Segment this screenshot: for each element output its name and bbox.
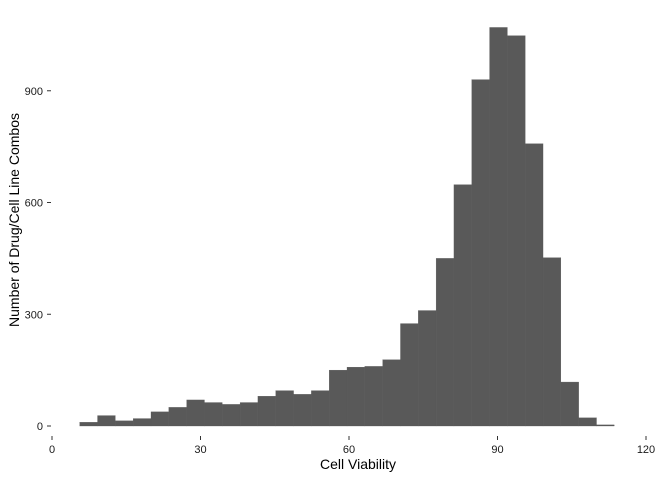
histogram-bar (150, 411, 169, 427)
y-tick-label: 0 (37, 421, 43, 433)
x-tick-label: 90 (491, 444, 503, 456)
x-tick-label: 120 (637, 444, 655, 456)
histogram-bar (346, 366, 365, 427)
histogram-bar (257, 396, 276, 427)
y-tick-label: 900 (25, 86, 43, 98)
histogram-bar (222, 404, 241, 427)
histogram-bar (453, 184, 472, 427)
histogram-bar (275, 390, 294, 427)
histogram-bar (418, 310, 437, 427)
histogram-bar (329, 369, 348, 427)
histogram-bar (293, 394, 312, 427)
histogram-bar (133, 418, 152, 427)
histogram-bar (507, 35, 526, 427)
histogram-bars (79, 27, 615, 427)
histogram-bar (239, 402, 259, 427)
y-axis-title: Number of Drug/Cell Line Combos (6, 113, 22, 327)
histogram-bar (596, 424, 615, 427)
histogram-bar (471, 79, 490, 427)
histogram-bar (382, 359, 401, 427)
histogram-bar (435, 258, 455, 427)
x-tick-label: 30 (194, 444, 206, 456)
y-tick-label: 300 (25, 309, 43, 321)
x-axis: 0 30 60 90 120 (49, 436, 655, 456)
histogram-bar (79, 422, 98, 427)
histogram-bar (186, 399, 205, 427)
histogram-bar (97, 415, 116, 427)
histogram-bar (400, 323, 419, 427)
histogram-bar (560, 381, 579, 427)
histogram-bar (489, 27, 508, 427)
histogram-bar (578, 417, 597, 427)
histogram-bar (542, 257, 562, 427)
x-axis-title: Cell Viability (320, 456, 396, 472)
y-axis: 0 300 600 900 (25, 86, 51, 433)
y-tick-label: 600 (25, 198, 43, 210)
histogram-bar (525, 143, 544, 427)
histogram-bar (364, 366, 383, 427)
histogram-bar (168, 407, 187, 427)
histogram-bar (204, 402, 223, 427)
x-tick-label: 60 (343, 444, 355, 456)
x-tick-label: 0 (49, 444, 55, 456)
histogram-bar (115, 420, 134, 427)
histogram-bar (311, 390, 330, 427)
